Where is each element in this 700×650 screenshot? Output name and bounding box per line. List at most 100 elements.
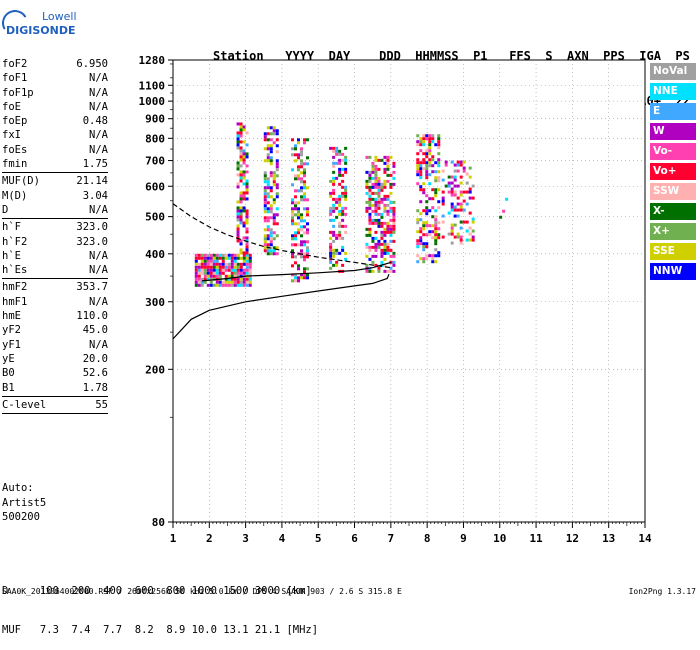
echo-point <box>236 206 240 210</box>
echo-point <box>437 164 441 168</box>
echo-point <box>306 156 309 160</box>
echo-point <box>434 242 438 246</box>
echo-point <box>300 273 303 277</box>
echo-point <box>450 160 454 164</box>
echo-point <box>194 283 198 287</box>
echo-point <box>209 283 213 287</box>
echo-point <box>266 144 270 148</box>
echo-point <box>297 231 300 235</box>
echo-point <box>383 230 387 234</box>
echo-point <box>272 249 276 253</box>
echo-point <box>209 271 213 275</box>
echo-point <box>266 219 270 223</box>
echo-point <box>291 264 294 268</box>
echo-point <box>239 221 243 225</box>
echo-point <box>377 167 381 171</box>
echo-point <box>332 224 336 228</box>
echo-point <box>368 179 372 183</box>
echo-point <box>368 206 372 210</box>
echo-point <box>386 224 390 228</box>
echo-point <box>428 158 432 162</box>
echo-point <box>459 241 463 245</box>
echo-point <box>383 239 387 243</box>
echo-point <box>239 239 243 243</box>
echo-point <box>209 253 213 257</box>
y-tick-label: 600 <box>145 180 165 193</box>
auto-label: Auto: <box>2 482 34 494</box>
echo-point <box>294 213 297 217</box>
echo-point <box>230 265 234 269</box>
echo-point <box>344 206 348 210</box>
echo-point <box>300 171 303 175</box>
echo-point <box>306 255 309 259</box>
echo-point <box>431 158 435 162</box>
param-value: 110.0 <box>76 310 108 323</box>
file-info-footer: SAA0K_2013064002000.RSF / 260fx256h 50 k… <box>2 587 402 596</box>
echo-point <box>389 185 393 189</box>
echo-point <box>383 197 387 201</box>
echo-point <box>197 268 201 272</box>
echo-point <box>380 251 384 255</box>
echo-point <box>239 140 243 144</box>
echo-point <box>431 164 435 168</box>
echo-point <box>275 183 279 187</box>
echo-point <box>428 140 432 144</box>
echo-point <box>338 209 342 213</box>
echo-point <box>242 236 246 240</box>
echo-point <box>245 221 249 225</box>
echo-point <box>227 256 231 260</box>
echo-point <box>338 161 342 165</box>
echo-point <box>341 206 345 210</box>
echo-point <box>341 236 345 240</box>
echo-point <box>383 263 387 267</box>
echo-point <box>297 153 300 157</box>
param-value: 21.14 <box>76 175 108 188</box>
echo-point <box>386 230 390 234</box>
echo-point <box>294 177 297 181</box>
echo-point <box>245 230 249 234</box>
echo-point <box>300 213 303 217</box>
echo-point <box>437 179 441 183</box>
echo-point <box>416 221 420 225</box>
param-separator <box>2 278 108 280</box>
echo-point <box>419 137 423 141</box>
echo-point <box>419 185 423 189</box>
echo-point <box>245 280 249 284</box>
echo-point <box>200 259 204 263</box>
echo-point <box>272 201 276 205</box>
echo-point <box>444 184 448 188</box>
echo-point <box>209 265 213 269</box>
echo-point <box>392 224 396 228</box>
echo-point <box>275 162 279 166</box>
param-row: h`Es N/A <box>2 263 108 277</box>
echo-point <box>447 175 451 179</box>
echo-point <box>335 152 339 156</box>
echo-point <box>374 254 378 258</box>
echo-point <box>275 246 279 250</box>
echo-point <box>233 259 237 263</box>
echo-point <box>453 235 457 239</box>
y-tick-label: 1000 <box>139 95 166 108</box>
param-row: fxI N/A <box>2 128 108 142</box>
echo-point <box>221 253 225 257</box>
echo-point <box>338 197 342 201</box>
echo-point <box>453 223 457 227</box>
autoscaling-info: Auto: Artist5 500200 <box>2 481 46 525</box>
param-value: N/A <box>89 100 108 113</box>
echo-point <box>239 277 243 281</box>
echo-point <box>248 280 252 284</box>
echo-point <box>344 197 348 201</box>
echo-point <box>462 220 466 224</box>
echo-point <box>459 226 463 230</box>
echo-point <box>341 263 345 267</box>
y-tick-label: 80 <box>152 516 165 529</box>
echo-point <box>332 176 336 180</box>
echo-point <box>392 212 396 216</box>
echo-point <box>416 143 420 147</box>
echo-point <box>303 225 306 229</box>
echo-point <box>338 236 342 240</box>
echo-point <box>236 274 240 278</box>
echo-point <box>437 227 441 231</box>
param-row: yF2 45.0 <box>2 323 108 337</box>
echo-point <box>380 182 384 186</box>
